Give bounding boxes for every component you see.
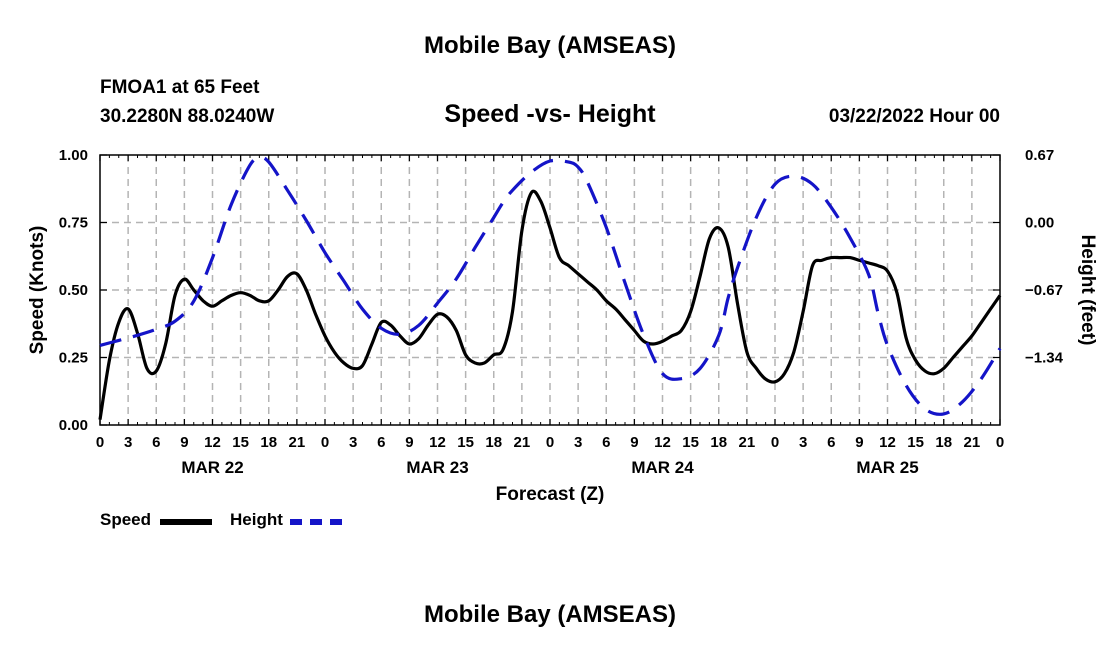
x-tick-label: 9 <box>180 434 188 451</box>
speed-height-chart: 0 3 6 9 12 15 18 21 0 3 6 9 12 15 18 21 0 3 6 9 12 15 18 21 0 3 6 9… <box>27 147 1098 505</box>
legend-height-swatch <box>290 519 342 525</box>
day-label: MAR 23 <box>406 458 468 477</box>
x-tick-label: 0 <box>546 434 554 451</box>
x-tick-label: 6 <box>602 434 610 451</box>
x-tick-label: 6 <box>827 434 835 451</box>
y-tick-label: 0.25 <box>59 350 88 367</box>
x-tick-label: 0 <box>996 434 1004 451</box>
x-tick-label: 0 <box>321 434 329 451</box>
x-tick-label: 6 <box>377 434 385 451</box>
x-tick-label: 6 <box>152 434 160 451</box>
y2-tick-label: 0.67 <box>1025 147 1054 164</box>
day-label: MAR 22 <box>181 458 243 477</box>
x-tick-label: 3 <box>799 434 807 451</box>
x-tick-label: 18 <box>935 434 952 451</box>
day-label: MAR 24 <box>631 458 694 477</box>
y-tick-label: 0.75 <box>59 215 88 232</box>
x-tick-label: 12 <box>654 434 671 451</box>
y-axis-title: Speed (Knots) <box>27 226 48 355</box>
x-tick-label: 0 <box>96 434 104 451</box>
x-tick-label: 9 <box>630 434 638 451</box>
x-tick-label: 15 <box>682 434 699 451</box>
location-label: 30.2280N 88.0240W <box>100 106 275 127</box>
x-tick-label: 12 <box>204 434 221 451</box>
station-label: FMOA1 at 65 Feet <box>100 77 260 98</box>
y2-axis-title: Height (feet) <box>1077 235 1098 346</box>
legend-speed-swatch <box>160 519 212 525</box>
legend-speed-label: Speed <box>100 510 152 529</box>
x-tick-label: 12 <box>429 434 446 451</box>
x-tick-label: 15 <box>457 434 474 451</box>
x-tick-label: 0 <box>771 434 779 451</box>
x-tick-label: 21 <box>964 434 981 451</box>
x-tick-label: 9 <box>405 434 413 451</box>
legend-height-label: Height <box>230 510 283 529</box>
x-tick-label: 21 <box>514 434 531 451</box>
x-tick-label: 18 <box>710 434 727 451</box>
chart-title: Mobile Bay (AMSEAS) <box>423 32 677 59</box>
x-tick-label: 21 <box>289 434 306 451</box>
y-tick-label: 1.00 <box>59 147 88 164</box>
y2-tick-label: −0.67 <box>1025 282 1063 299</box>
series-height-line <box>99 156 1002 416</box>
x-axis-title: Forecast (Z) <box>496 484 605 505</box>
x-tick-label: 18 <box>485 434 502 451</box>
x-tick-label: 15 <box>907 434 924 451</box>
y-tick-label: 0.50 <box>59 282 88 299</box>
chart-subtitle: Speed -vs- Height <box>444 100 656 128</box>
series-speed-line <box>98 189 1002 420</box>
x-tick-label: 18 <box>260 434 277 451</box>
x-tick-label: 3 <box>574 434 582 451</box>
x-tick-label: 3 <box>349 434 357 451</box>
x-tick-label: 9 <box>855 434 863 451</box>
x-tick-label: 21 <box>739 434 756 451</box>
y2-tick-label: 0.00 <box>1025 215 1054 232</box>
y2-tick-label: −1.34 <box>1025 350 1064 367</box>
datetime-label: 03/22/2022 Hour 00 <box>828 106 1000 127</box>
x-tick-label: 15 <box>232 434 249 451</box>
footer-title: Mobile Bay (AMSEAS) <box>423 601 677 628</box>
y-tick-label: 0.00 <box>59 417 88 434</box>
x-tick-label: 3 <box>124 434 132 451</box>
x-tick-label: 12 <box>879 434 896 451</box>
day-label: MAR 25 <box>856 458 918 477</box>
